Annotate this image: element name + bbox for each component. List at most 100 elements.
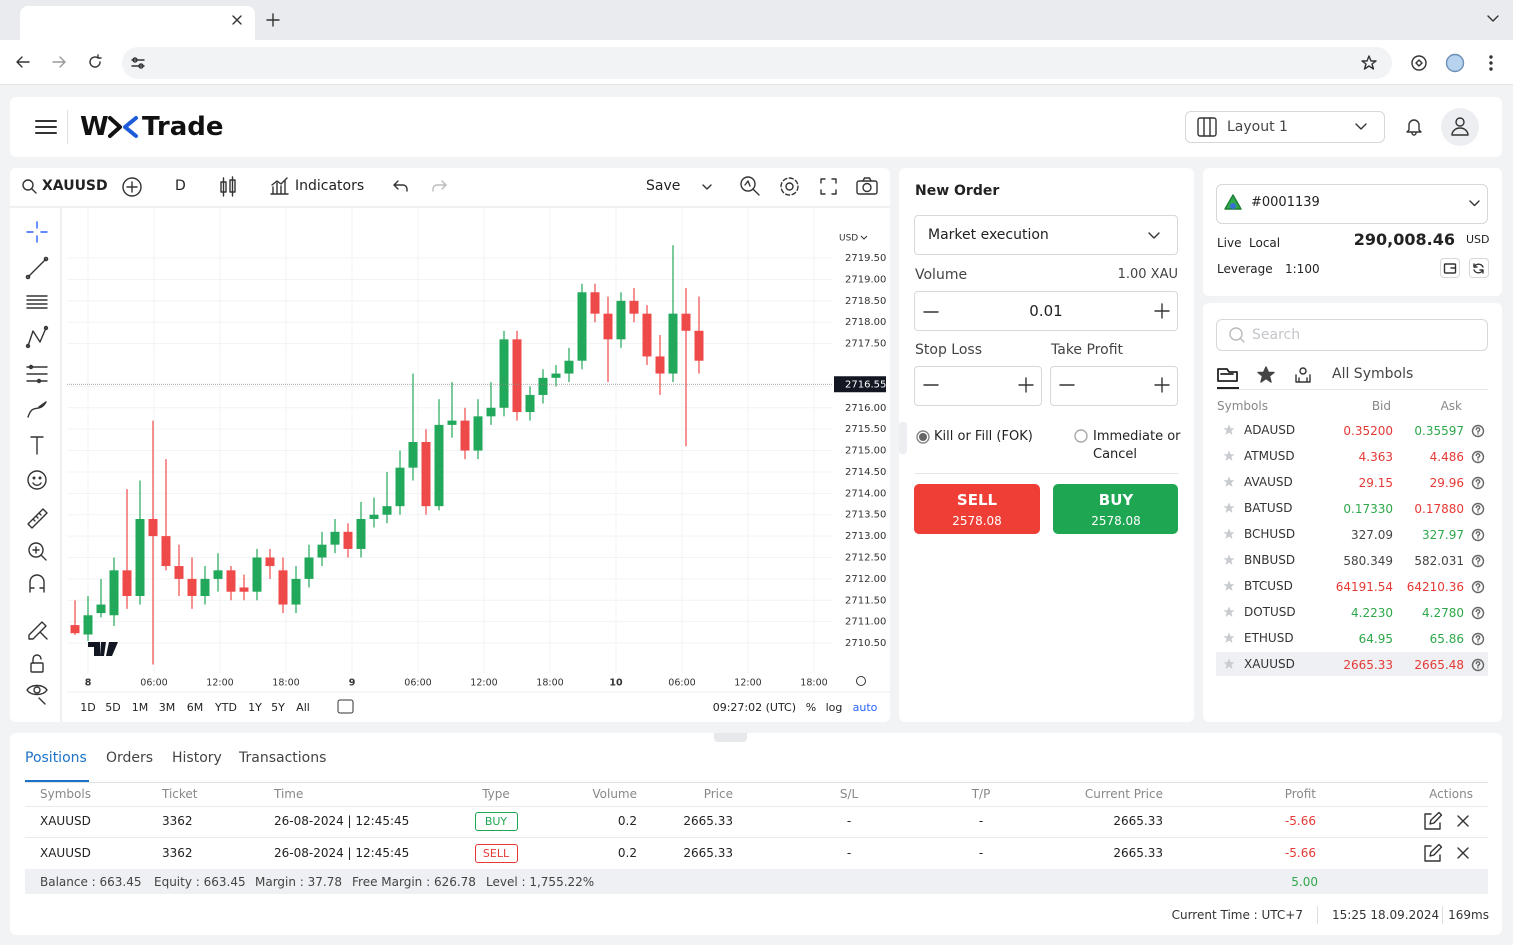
symbol-name[interactable]: ETHUSD <box>1244 631 1294 645</box>
buy-button[interactable] <box>1053 484 1178 534</box>
take-profit-input[interactable] <box>1050 366 1178 406</box>
positions-tab[interactable]: Transactions <box>239 750 327 766</box>
scale-option[interactable]: log <box>826 701 843 714</box>
range-button[interactable]: 6M <box>187 701 204 714</box>
favorite-star[interactable] <box>1223 424 1235 436</box>
redo-button[interactable] <box>432 180 447 192</box>
date-range-icon[interactable] <box>337 699 354 714</box>
forward-button[interactable] <box>52 56 66 68</box>
symbol-search[interactable] <box>1216 319 1488 351</box>
save-button[interactable]: Save <box>646 178 681 194</box>
quick-search[interactable] <box>740 176 760 196</box>
back-button[interactable] <box>16 56 30 68</box>
compare-button[interactable] <box>122 177 142 197</box>
symbol-name[interactable]: ATMUSD <box>1244 449 1295 463</box>
symbol-name[interactable]: BTCUSD <box>1244 579 1293 593</box>
indicators-button[interactable]: Indicators <box>295 178 365 194</box>
range-button[interactable]: 1D <box>80 701 95 714</box>
scale-option[interactable]: auto <box>853 701 878 714</box>
all-symbols-tab[interactable]: All Symbols <box>1332 366 1414 382</box>
symbol-info[interactable] <box>1471 658 1485 672</box>
favorite-star[interactable] <box>1223 658 1235 670</box>
browser-menu[interactable] <box>1489 55 1493 71</box>
scale-option[interactable]: % <box>806 701 816 714</box>
symbol-info[interactable] <box>1471 632 1485 646</box>
stop-loss-steppers[interactable] <box>923 377 1034 399</box>
favorite-star[interactable] <box>1223 580 1235 592</box>
favorite-star[interactable] <box>1223 502 1235 514</box>
ioc-label[interactable]: Immediate or Cancel <box>1093 429 1181 462</box>
range-button[interactable]: 5Y <box>271 701 285 714</box>
indicators-icon[interactable] <box>270 177 289 195</box>
favorite-star[interactable] <box>1223 554 1235 566</box>
favorite-star[interactable] <box>1223 476 1235 488</box>
position-actions[interactable] <box>1423 811 1473 830</box>
symbol-name[interactable]: AVAUSD <box>1244 475 1293 489</box>
range-button[interactable]: YTD <box>214 701 237 714</box>
positions-tab[interactable]: Positions <box>25 750 87 766</box>
favorite-star[interactable] <box>1223 528 1235 540</box>
chart-style-button[interactable] <box>220 176 236 197</box>
fok-label[interactable]: Kill or Fill (FOK) <box>934 429 1033 444</box>
ioc-radio[interactable] <box>1074 429 1088 443</box>
favorite-star[interactable] <box>1223 632 1235 644</box>
execution-select[interactable] <box>914 215 1178 255</box>
symbol-info[interactable] <box>1471 424 1485 438</box>
menu-button[interactable] <box>35 120 57 134</box>
symbol-name[interactable]: DOTUSD <box>1244 605 1296 619</box>
reload-button[interactable] <box>88 54 102 69</box>
undo-button[interactable] <box>393 180 408 192</box>
symbol-info[interactable] <box>1471 502 1485 516</box>
site-info[interactable] <box>131 56 145 70</box>
symbol-info[interactable] <box>1471 554 1485 568</box>
tab-menu[interactable] <box>1487 15 1499 23</box>
symbol-info[interactable] <box>1471 476 1485 490</box>
symbol-name[interactable]: ADAUSD <box>1244 423 1296 437</box>
symbol-search-icon[interactable] <box>22 179 37 194</box>
symbol-info[interactable] <box>1471 606 1485 620</box>
tab-close[interactable] <box>232 15 242 25</box>
symbol-name[interactable]: BNBUSD <box>1244 553 1296 567</box>
refresh-button[interactable] <box>1469 258 1489 278</box>
new-tab[interactable] <box>266 13 280 27</box>
address-bar[interactable] <box>122 47 1392 79</box>
layout-select[interactable] <box>1185 111 1385 143</box>
extension-icon[interactable] <box>1411 55 1427 71</box>
favorite-star[interactable] <box>1223 450 1235 462</box>
fullscreen-button[interactable] <box>820 178 837 195</box>
collapse-handle[interactable] <box>714 733 747 742</box>
symbol-tabs-icons[interactable] <box>1217 366 1317 386</box>
volume-plus[interactable] <box>1154 303 1170 319</box>
volume-minus[interactable] <box>923 311 939 313</box>
symbol-info[interactable] <box>1471 580 1485 594</box>
interval-button[interactable]: D <box>175 178 186 194</box>
chart-symbol[interactable]: XAUUSD <box>42 178 108 194</box>
profile-avatar[interactable] <box>1445 53 1465 73</box>
axis-settings[interactable] <box>856 676 866 686</box>
position-actions[interactable] <box>1423 843 1473 862</box>
fok-radio[interactable] <box>916 430 930 444</box>
bookmark-star[interactable] <box>1361 55 1377 70</box>
drawing-tools[interactable] <box>25 221 51 707</box>
volume-input[interactable] <box>914 291 1178 331</box>
snapshot-button[interactable] <box>856 177 878 195</box>
settings-button[interactable] <box>779 176 800 197</box>
range-button[interactable]: All <box>296 701 310 714</box>
user-button[interactable] <box>1441 108 1479 146</box>
range-button[interactable]: 1Y <box>248 701 262 714</box>
panel-handle[interactable] <box>899 422 907 454</box>
account-select[interactable] <box>1216 184 1488 224</box>
save-menu[interactable] <box>702 184 712 190</box>
stop-loss-input[interactable] <box>914 366 1042 406</box>
positions-tab[interactable]: History <box>172 750 222 766</box>
sell-button[interactable] <box>914 484 1040 534</box>
symbol-name[interactable]: XAUUSD <box>1244 657 1295 671</box>
take-profit-steppers[interactable] <box>1059 377 1170 399</box>
symbol-info[interactable] <box>1471 528 1485 542</box>
symbol-name[interactable]: BCHUSD <box>1244 527 1296 541</box>
symbol-name[interactable]: BATUSD <box>1244 501 1293 515</box>
browser-tab[interactable] <box>20 6 255 40</box>
symbol-info[interactable] <box>1471 450 1485 464</box>
range-button[interactable]: 5D <box>105 701 120 714</box>
range-button[interactable]: 3M <box>159 701 176 714</box>
